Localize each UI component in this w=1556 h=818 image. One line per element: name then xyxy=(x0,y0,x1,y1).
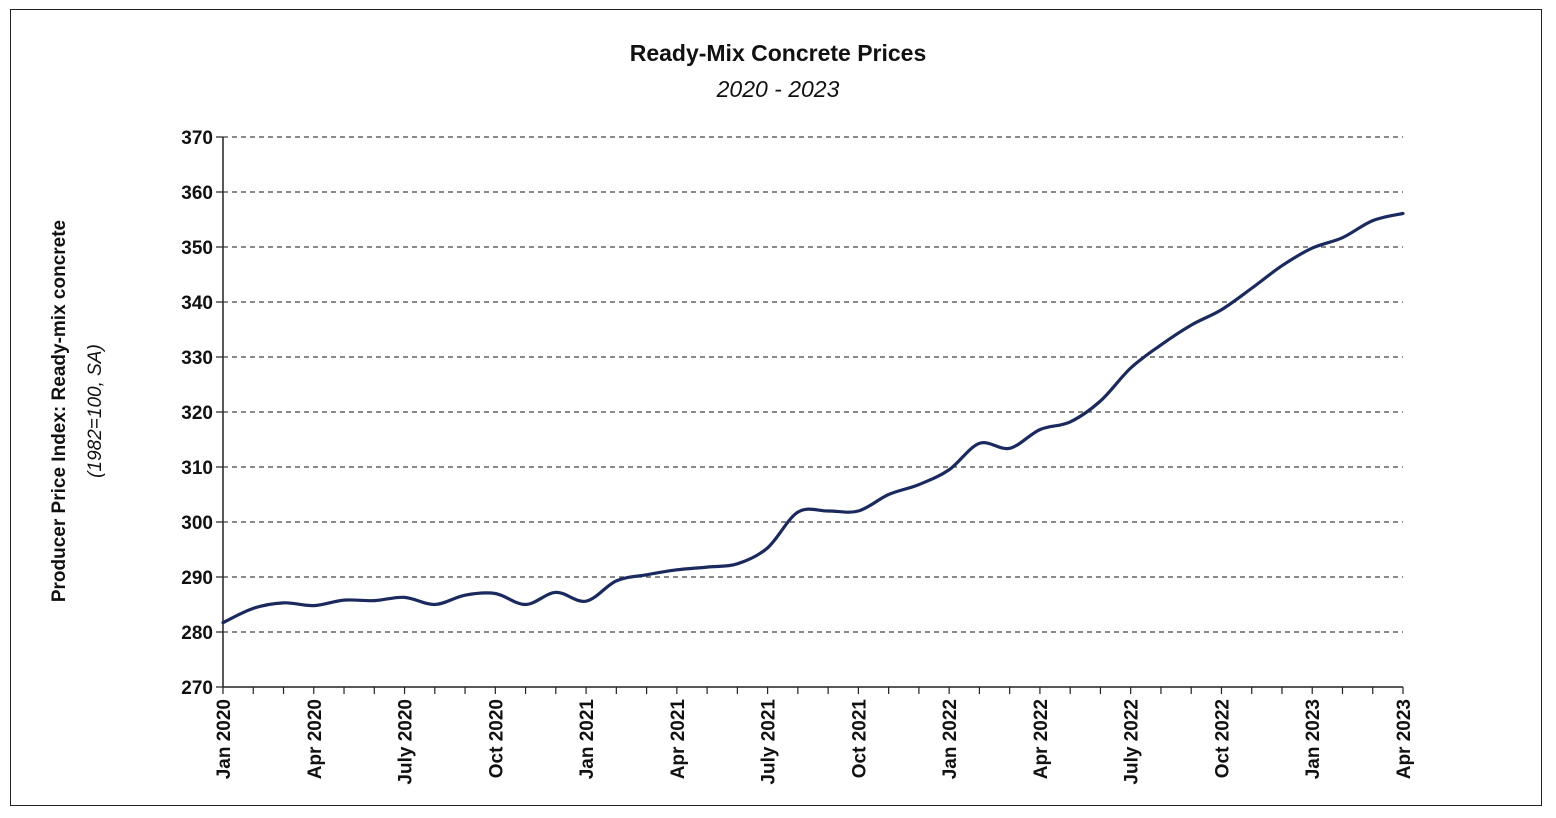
x-tick-label: Apr 2020 xyxy=(305,699,326,779)
y-tick-label: 360 xyxy=(181,183,213,204)
y-tick-label: 280 xyxy=(181,623,213,644)
x-tick-label: Apr 2021 xyxy=(668,699,689,780)
series-line xyxy=(221,211,1405,625)
chart-title: Ready-Mix Concrete Prices xyxy=(629,40,927,66)
x-tick-label: Jan 2020 xyxy=(214,699,235,779)
y-tick-label: 310 xyxy=(181,458,213,479)
x-tick-label: Apr 2023 xyxy=(1394,699,1415,779)
chart-subtitle: 2020 - 2023 xyxy=(716,76,840,102)
chart-frame xyxy=(10,9,1542,806)
y-tick-label: 340 xyxy=(181,293,213,314)
y-tick-label: 270 xyxy=(181,678,213,699)
y-tick-label: 330 xyxy=(181,348,213,369)
x-tick-label: Oct 2022 xyxy=(1212,699,1233,778)
x-tick-label: Jan 2023 xyxy=(1303,699,1324,779)
y-tick-label: 350 xyxy=(181,238,213,259)
x-tick-label: Jan 2022 xyxy=(940,699,961,779)
y-tick-label: 300 xyxy=(181,513,213,534)
x-tick-label: July 2020 xyxy=(396,699,417,785)
y-tick-label: 320 xyxy=(181,403,213,424)
x-tick-label: Oct 2021 xyxy=(849,699,870,779)
x-tick-label: Jan 2021 xyxy=(577,699,598,780)
x-tick-label: Oct 2020 xyxy=(486,699,507,778)
x-tick-label: Apr 2022 xyxy=(1031,699,1052,779)
y-tick-label: 290 xyxy=(181,568,213,589)
x-tick-label: July 2021 xyxy=(759,699,780,785)
x-tick-label: July 2022 xyxy=(1122,699,1143,785)
y-tick-label: 370 xyxy=(181,128,213,149)
